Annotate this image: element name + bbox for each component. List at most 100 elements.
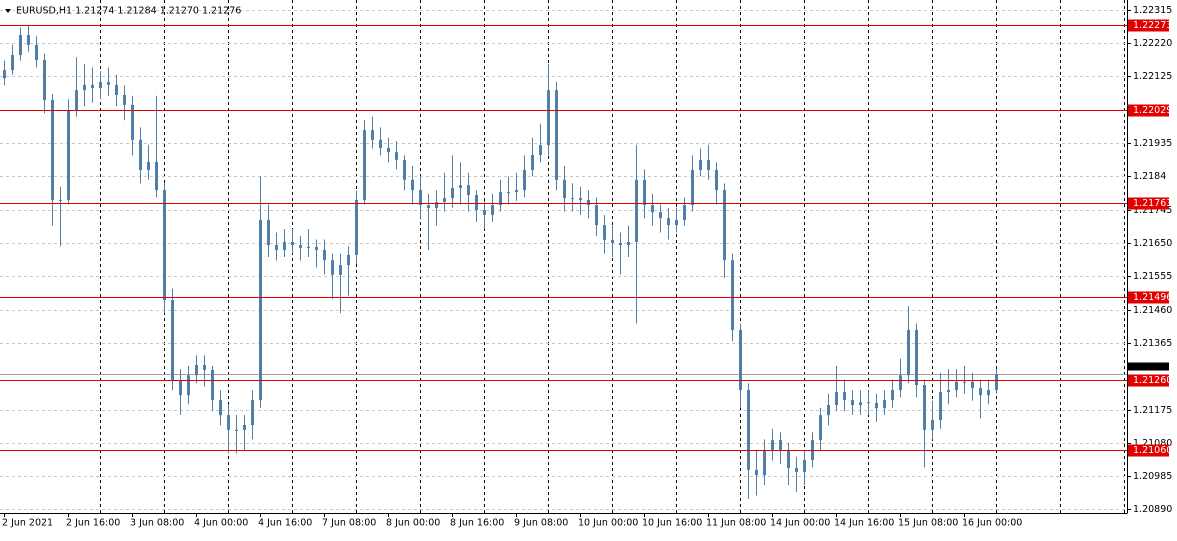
level-label: 1.21260 [1133, 375, 1172, 386]
candle-body [731, 260, 734, 330]
candle-body [299, 245, 302, 248]
x-tick-label: 16 Jun 00:00 [962, 518, 1022, 529]
candle-body [875, 402, 878, 409]
y-tick-label: 1.20985 [1133, 471, 1172, 482]
candle-body [443, 198, 446, 202]
candle-body [635, 179, 638, 242]
candle-body [963, 381, 966, 383]
candle-body [539, 145, 542, 155]
candle-body [115, 84, 118, 96]
candle-body [947, 389, 950, 393]
candle-body [787, 449, 790, 469]
candle-body [979, 388, 982, 396]
candle-body [987, 389, 990, 396]
candle-body [43, 59, 46, 100]
candle-body [259, 219, 262, 401]
candle-body [227, 415, 230, 430]
level-label-box [1128, 104, 1169, 117]
candle-body [667, 218, 670, 226]
candle-body [155, 162, 158, 191]
candle-body [435, 201, 438, 208]
y-tick-label: 1.22220 [1133, 38, 1172, 49]
candle-body [371, 130, 374, 140]
candle-body [499, 192, 502, 206]
candle-body [11, 55, 14, 71]
candle-body [219, 400, 222, 416]
menu-arrow[interactable] [5, 9, 11, 13]
candle-body [683, 205, 686, 220]
x-tick-label: 10 Jun 16:00 [642, 518, 702, 529]
candle-body [427, 205, 430, 208]
candle-body [91, 84, 94, 89]
candle-body [723, 190, 726, 261]
candle-body [123, 95, 126, 105]
candle-body [923, 385, 926, 430]
candle-body [835, 392, 838, 405]
level-label: 1.22273 [1133, 20, 1172, 31]
chart-title: EURUSD,H1 1.21274 1.21284 1.21270 1.2127… [16, 6, 241, 17]
x-tick-label: 4 Jun 16:00 [258, 518, 312, 529]
candle-body [907, 329, 910, 376]
candle-body [35, 44, 38, 60]
candle-body [627, 241, 630, 246]
candle-body [651, 205, 654, 213]
x-tick-label: 2 Jun 2021 [2, 518, 53, 529]
candle-body [163, 190, 166, 301]
candle-body [843, 392, 846, 401]
candle-body [363, 130, 366, 200]
candle-body [99, 82, 102, 89]
candle-body [395, 152, 398, 160]
candle-body [475, 194, 478, 211]
x-tick-label: 8 Jun 00:00 [386, 518, 440, 529]
y-tick-label: 1.21460 [1133, 305, 1172, 316]
level-label: 1.21496 [1133, 292, 1172, 303]
candle-body [3, 70, 6, 79]
y-tick-label: 1.21175 [1133, 405, 1172, 416]
candle-body [555, 90, 558, 180]
candle-body [27, 35, 30, 45]
candle-body [891, 389, 894, 401]
candle-body [347, 254, 350, 266]
candle-body [387, 147, 390, 153]
candle-body [699, 159, 702, 171]
candle-body [307, 246, 310, 248]
candle-body [515, 190, 518, 193]
y-tick-label: 1.20890 [1133, 504, 1172, 515]
candle-body [579, 198, 582, 200]
candle-body [467, 185, 470, 195]
candle-body [795, 468, 798, 472]
candle-body [827, 405, 830, 416]
candle-body [707, 159, 710, 171]
candle-body [107, 82, 110, 85]
candle-body [659, 212, 662, 219]
candle-body [451, 187, 454, 199]
x-tick-label: 2 Jun 16:00 [66, 518, 120, 529]
y-tick-label: 1.21365 [1133, 338, 1172, 349]
candle-body [403, 159, 406, 180]
level-label-box [1128, 19, 1169, 32]
candle-body [531, 154, 534, 171]
candle-body [251, 400, 254, 425]
candle-body [187, 375, 190, 396]
x-tick-label: 9 Jun 08:00 [514, 518, 568, 529]
candle-body [379, 139, 382, 148]
candle-body [803, 460, 806, 472]
level-label-box [1128, 444, 1169, 457]
candle-body [355, 199, 358, 255]
candle-body [883, 400, 886, 409]
candle-body [483, 210, 486, 215]
candle-body [603, 225, 606, 240]
candle-body [971, 381, 974, 389]
x-tick-label: 14 Jun 00:00 [770, 518, 830, 529]
candle-body [139, 139, 142, 171]
candle-body [459, 185, 462, 188]
level-label: 1.22029 [1133, 105, 1172, 116]
y-tick-label: 1.21745 [1133, 205, 1172, 216]
candle-body [899, 375, 902, 390]
x-tick-label: 11 Jun 08:00 [706, 518, 766, 529]
candle-body [747, 389, 750, 470]
candle-body [507, 192, 510, 194]
candle-body [611, 239, 614, 243]
